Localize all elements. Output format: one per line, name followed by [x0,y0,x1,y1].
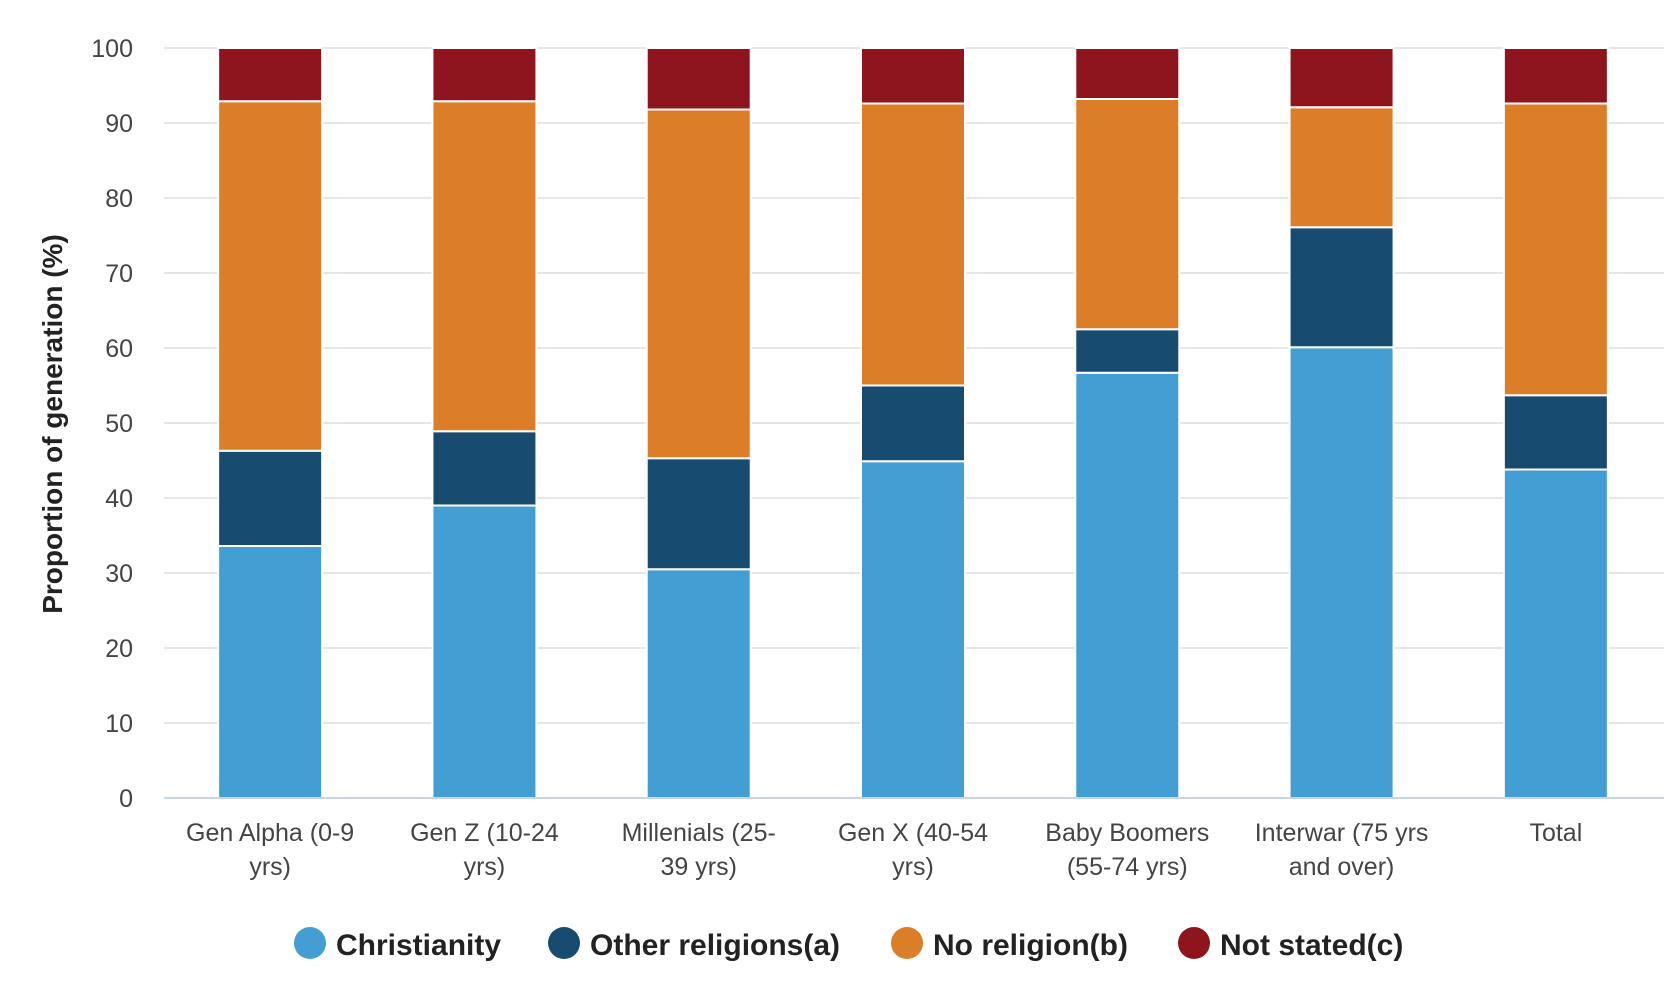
y-axis-title: Proportion of generation (%) [37,234,68,614]
bar-segment-no-religion-b[interactable] [860,102,966,387]
x-tick-label: yrs) [249,853,291,881]
bar-segment-no-religion-b[interactable] [1074,98,1181,331]
bar-segment-other-religions-a[interactable] [431,430,538,507]
y-tick-label: 0 [119,785,133,813]
x-tick-label: Millenials (25- [622,819,776,847]
y-tick-label: 90 [105,110,133,138]
y-tick-label: 40 [105,485,133,513]
x-tick-label: and over) [1289,853,1395,881]
legend-label: Christianity [336,929,501,962]
bar-segment-no-religion-b[interactable] [645,108,752,460]
legend-item[interactable]: Not stated(c) [1178,927,1403,962]
bar-segment-other-religions-a[interactable] [1502,394,1609,471]
x-tick-label: Baby Boomers [1045,819,1209,847]
x-tick-label: yrs) [464,853,506,881]
bar-segment-other-religions-a[interactable] [217,449,324,547]
bar-segment-other-religions-a[interactable] [1288,226,1395,349]
x-tick-label: Gen Z (10-24 [410,819,559,847]
y-tick-label: 10 [105,710,133,738]
bar-segment-christianity[interactable] [1074,371,1181,799]
bar-segment-christianity[interactable] [431,504,538,799]
legend-marker [891,927,923,959]
y-tick-label: 20 [105,635,133,663]
legend-item[interactable]: Other religions(a) [548,927,840,962]
y-tick-label: 80 [105,185,133,213]
legend-label: Not stated(c) [1220,929,1403,962]
y-tick-label: 100 [91,35,133,63]
x-tick-label: Interwar (75 yrs [1255,819,1429,847]
bar-segment-no-religion-b[interactable] [1502,102,1609,397]
x-axis-ticks: Gen Alpha (0-9 yrs) Gen Z (10-24 yrs) Millen… [186,819,1582,881]
bar-segment-christianity[interactable] [860,460,966,799]
bar-segment-other-religions-a[interactable] [645,457,752,571]
bar-segment-not-stated-c[interactable] [1502,47,1609,105]
bar-segment-not-stated-c[interactable] [645,47,752,111]
legend-marker [548,927,580,959]
bar-segment-no-religion-b[interactable] [431,100,538,433]
bars [217,47,1609,799]
legend-item[interactable]: No religion(b) [891,927,1128,962]
bar-segment-christianity[interactable] [1502,468,1609,799]
y-axis-ticks: 0 10 20 30 40 50 60 70 80 90 100 [91,35,133,813]
legend-marker [294,927,326,959]
x-tick-label: 39 yrs) [661,853,737,881]
y-tick-label: 30 [105,560,133,588]
bar-segment-no-religion-b[interactable] [1288,106,1395,229]
y-tick-label: 60 [105,335,133,363]
bar-segment-other-religions-a[interactable] [1074,328,1181,374]
bar-segment-not-stated-c[interactable] [1288,47,1395,109]
legend-item[interactable]: Christianity [294,927,501,962]
y-tick-label: 50 [105,410,133,438]
x-tick-label: Gen Alpha (0-9 [186,819,354,847]
legend-marker [1178,927,1210,959]
legend: Christianity Other religions(a) No religio… [294,927,1403,962]
x-tick-label: Total [1529,819,1582,847]
bar-segment-christianity[interactable] [645,568,752,799]
bar-segment-not-stated-c[interactable] [217,47,324,103]
bar-segment-not-stated-c[interactable] [860,47,966,105]
x-tick-label: (55-74 yrs) [1067,853,1188,881]
bar-segment-other-religions-a[interactable] [860,384,966,463]
x-tick-label: Gen X (40-54 [838,819,988,847]
legend-label: No religion(b) [933,929,1128,962]
legend-label: Other religions(a) [590,929,840,962]
bar-segment-no-religion-b[interactable] [217,100,324,452]
bar-segment-christianity[interactable] [217,545,324,799]
x-tick-label: yrs) [892,853,934,881]
y-tick-label: 70 [105,260,133,288]
bar-segment-christianity[interactable] [1288,346,1395,799]
bar-segment-not-stated-c[interactable] [431,47,538,103]
bar-segment-not-stated-c[interactable] [1074,47,1181,100]
